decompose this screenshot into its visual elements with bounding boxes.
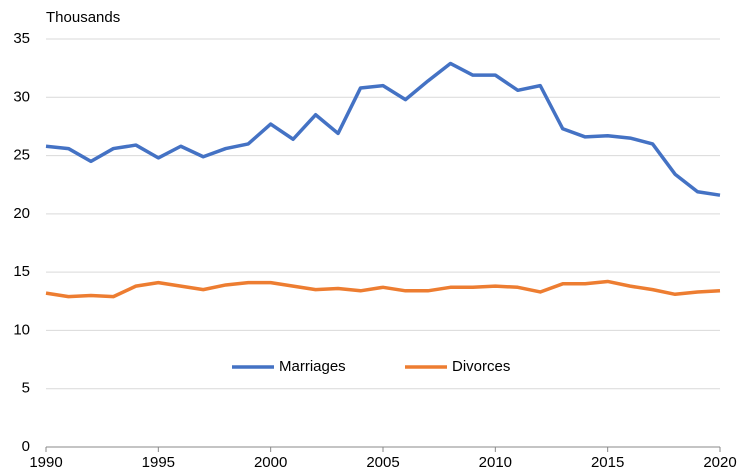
x-tick-label: 2015 bbox=[591, 454, 624, 471]
x-tick-label: 2010 bbox=[479, 454, 512, 471]
y-tick-label: 5 bbox=[22, 380, 30, 397]
legend-label: Divorces bbox=[452, 358, 510, 375]
y-tick-label: 10 bbox=[13, 321, 30, 338]
legend-label: Marriages bbox=[279, 358, 346, 375]
x-tick-label: 1990 bbox=[29, 454, 62, 471]
y-tick-label: 20 bbox=[13, 205, 30, 222]
y-tick-label: 30 bbox=[13, 88, 30, 105]
x-tick-label: 2000 bbox=[254, 454, 287, 471]
x-tick-label: 2005 bbox=[366, 454, 399, 471]
line-series bbox=[45, 61, 721, 197]
y-tick-label: 0 bbox=[22, 438, 30, 455]
x-tick-label: 1995 bbox=[142, 454, 175, 471]
y-tick-label: 25 bbox=[13, 147, 30, 164]
y-tick-label: 35 bbox=[13, 30, 30, 47]
x-tick-label: 2020 bbox=[703, 454, 736, 471]
y-axis-label: Thousands bbox=[46, 9, 120, 26]
y-tick-label: 15 bbox=[13, 263, 30, 280]
line-series bbox=[45, 279, 721, 299]
